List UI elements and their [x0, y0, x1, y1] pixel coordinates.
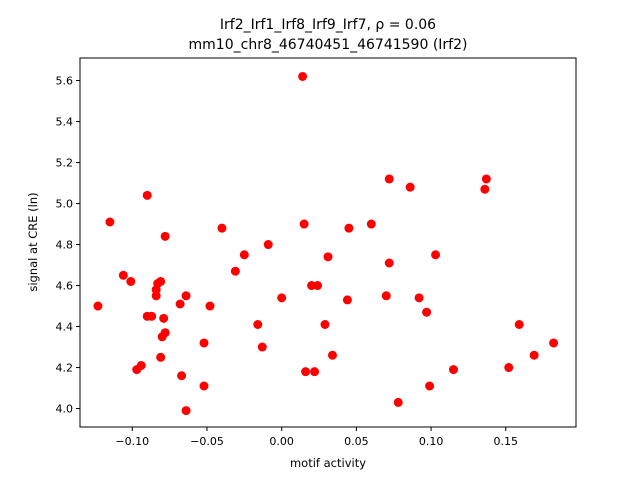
x-axis-label: motif activity [290, 456, 366, 470]
x-tick-label: 0.00 [269, 435, 294, 448]
data-point [126, 276, 136, 286]
data-point [156, 352, 166, 362]
x-tick-label: −0.10 [115, 435, 149, 448]
y-tick-label: 4.6 [56, 280, 74, 293]
chart-title-line2: mm10_chr8_46740451_46741590 (Irf2) [189, 37, 468, 53]
data-point [481, 174, 491, 184]
data-point [310, 367, 320, 377]
data-point [181, 406, 191, 416]
data-point [136, 361, 146, 370]
data-point [142, 190, 152, 200]
data-point [327, 350, 337, 360]
data-point [253, 320, 263, 329]
data-point [313, 281, 323, 291]
data-point [205, 301, 215, 311]
data-point [514, 320, 524, 329]
data-point [504, 363, 514, 373]
chart-title-line1: Irf2_Irf1_Irf8_Irf9_Irf7, ρ = 0.06 [220, 17, 436, 33]
data-point [323, 252, 333, 262]
data-point [320, 320, 330, 329]
data-point [177, 371, 187, 381]
data-point [381, 291, 391, 301]
data-point [175, 299, 185, 309]
data-point [299, 219, 309, 229]
data-point [422, 307, 432, 317]
data-point [147, 311, 157, 321]
data-point [156, 276, 166, 286]
x-tick-label: 0.05 [344, 435, 369, 448]
data-point [342, 295, 352, 305]
x-tick-label: 0.15 [494, 435, 519, 448]
plot-frame [79, 57, 577, 428]
data-point [298, 71, 308, 81]
data-point [366, 219, 376, 229]
y-tick-label: 4.2 [56, 362, 74, 375]
data-point [414, 293, 424, 303]
data-point [549, 338, 559, 348]
data-point [384, 258, 394, 268]
data-point [393, 397, 403, 407]
y-tick-label: 5.2 [56, 157, 74, 170]
data-point [217, 223, 227, 233]
data-point [159, 313, 169, 323]
data-point [405, 182, 415, 192]
y-tick-label: 5.4 [56, 116, 74, 129]
x-tick-label: −0.05 [190, 435, 224, 448]
points-layer [93, 71, 559, 416]
y-tick-label: 5.6 [56, 75, 74, 88]
y-tick-label: 4.4 [56, 321, 74, 334]
data-point [181, 291, 191, 301]
data-point [480, 184, 490, 194]
data-point [105, 217, 115, 227]
y-tick-label: 5.0 [56, 198, 74, 211]
y-tick-label: 4.0 [56, 403, 74, 416]
data-point [448, 365, 458, 375]
data-point [425, 381, 435, 391]
data-point [199, 338, 209, 348]
data-point [344, 223, 354, 233]
data-point [160, 231, 170, 241]
x-axis: −0.10 −0.05 0.00 0.05 0.10 0.15 [115, 427, 518, 448]
y-axis: 4.0 4.2 4.4 4.6 4.8 5.0 5.2 5.4 5.6 [56, 75, 80, 416]
data-point [301, 367, 311, 377]
data-point [230, 266, 240, 276]
data-point [118, 270, 128, 280]
data-point [199, 381, 209, 391]
x-tick-label: 0.10 [419, 435, 444, 448]
y-tick-label: 4.8 [56, 239, 74, 252]
data-point [384, 174, 394, 184]
data-point [529, 350, 539, 360]
data-point [151, 291, 161, 301]
data-point [431, 250, 441, 260]
data-point [239, 250, 249, 260]
data-point [263, 240, 273, 250]
data-point [160, 328, 170, 338]
data-point [257, 342, 267, 352]
y-axis-label: signal at CRE (ln) [26, 192, 40, 291]
data-point [277, 293, 287, 303]
data-point [93, 301, 103, 311]
